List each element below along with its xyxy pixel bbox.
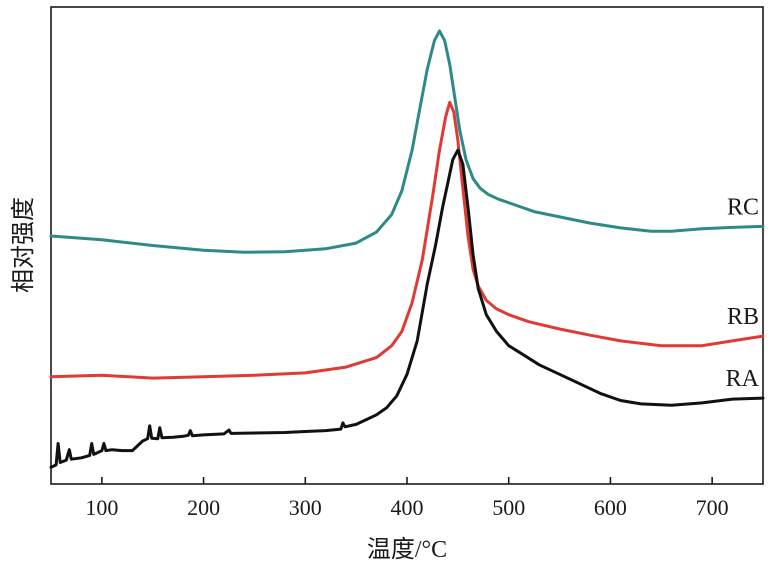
x-tick-label: 300	[289, 495, 322, 520]
series-label-ra: RA	[726, 366, 760, 392]
series-line-ra	[49, 148, 765, 469]
y-axis-title: 相对强度	[10, 197, 37, 293]
series-lines	[49, 29, 765, 469]
x-tick-label: 500	[492, 495, 525, 520]
series-line-rb	[49, 100, 765, 380]
x-tick-label: 700	[696, 495, 729, 520]
series-labels: RC RB RA	[726, 194, 760, 392]
x-axis-tick-labels: 100 200 300 400 500 600 700	[85, 495, 728, 520]
series-label-rb: RB	[727, 304, 759, 330]
x-axis-title: 温度/°C	[367, 536, 447, 563]
series-line-rc	[49, 29, 765, 254]
x-tick-label: 600	[594, 495, 627, 520]
x-tick-label: 100	[85, 495, 118, 520]
x-axis-ticks	[101, 477, 713, 484]
x-tick-label: 400	[391, 495, 424, 520]
series-label-rc: RC	[727, 194, 759, 220]
x-tick-label: 200	[187, 495, 220, 520]
